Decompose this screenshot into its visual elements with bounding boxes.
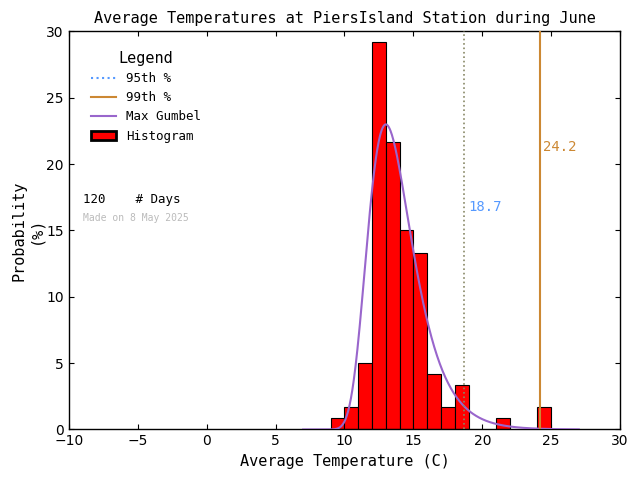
Bar [455, 385, 468, 430]
Bar [427, 374, 441, 430]
Title: Average Temperatures at PiersIsland Station during June: Average Temperatures at PiersIsland Stat… [93, 11, 595, 26]
Bar [413, 252, 427, 430]
Bar [372, 42, 386, 430]
Bar [538, 408, 551, 430]
Bar [399, 230, 413, 430]
Text: 18.7: 18.7 [468, 200, 502, 214]
Y-axis label: Probability
(%): Probability (%) [11, 180, 44, 281]
Text: 120    # Days: 120 # Days [83, 192, 180, 205]
Bar [496, 419, 510, 430]
Text: 24.2: 24.2 [543, 140, 577, 154]
Bar [344, 408, 358, 430]
Bar [331, 419, 344, 430]
Bar [441, 408, 455, 430]
Bar [358, 363, 372, 430]
Legend: 95th %, 99th %, Max Gumbel, Histogram: 95th %, 99th %, Max Gumbel, Histogram [86, 46, 206, 148]
Text: Made on 8 May 2025: Made on 8 May 2025 [83, 213, 188, 223]
Bar [386, 142, 399, 430]
X-axis label: Average Temperature (C): Average Temperature (C) [239, 454, 449, 469]
